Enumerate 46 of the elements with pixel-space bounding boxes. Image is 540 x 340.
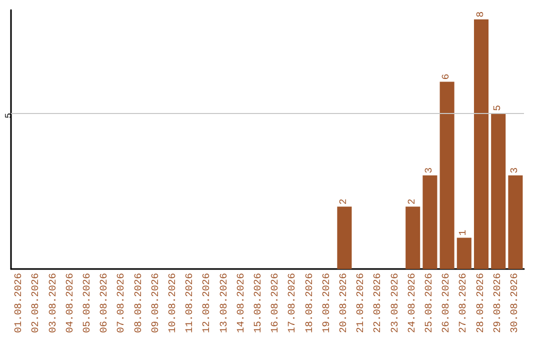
x-tick-label: 26.08.2026 <box>442 273 453 334</box>
x-tick-label: 27.08.2026 <box>458 273 470 334</box>
x-tick-label: 19.08.2026 <box>322 273 333 334</box>
x-tick-label: 05.08.2026 <box>82 273 94 334</box>
x-tick-label: 28.08.2026 <box>476 273 487 334</box>
x-tick-label: 03.08.2026 <box>48 273 60 334</box>
x-tick-label: 13.08.2026 <box>219 273 230 334</box>
x-tick-label: 04.08.2026 <box>65 273 76 334</box>
bar <box>474 19 489 269</box>
bar <box>491 112 506 269</box>
x-tick-label: 15.08.2026 <box>253 273 264 334</box>
bar <box>337 206 352 269</box>
x-tick-label: 06.08.2026 <box>100 273 111 334</box>
data-label: 2 <box>407 198 418 205</box>
x-tick-label: 10.08.2026 <box>168 273 179 334</box>
x-tick-label: 14.08.2026 <box>236 273 248 334</box>
bar <box>422 175 438 269</box>
data-label: 6 <box>442 74 453 80</box>
x-tick-label: 09.08.2026 <box>150 273 162 334</box>
data-label: 3 <box>424 167 436 174</box>
x-tick-label: 20.08.2026 <box>338 273 350 334</box>
x-tick-label: 08.08.2026 <box>134 273 145 334</box>
x-tick-label: 30.08.2026 <box>510 273 521 334</box>
x-tick-label: 23.08.2026 <box>390 273 402 334</box>
x-tick-label: 11.08.2026 <box>185 273 196 334</box>
x-tick-label: 25.08.2026 <box>424 273 436 334</box>
x-tick-label: 02.08.2026 <box>31 273 42 334</box>
x-tick-label: 01.08.2026 <box>14 273 26 334</box>
x-tick-label: 17.08.2026 <box>288 273 299 334</box>
bar <box>440 82 454 269</box>
x-tick-label: 22.08.2026 <box>373 273 384 334</box>
x-tick-label: 18.08.2026 <box>304 273 316 334</box>
bar <box>456 238 472 269</box>
data-label: 1 <box>458 230 470 236</box>
x-tick-label: 12.08.2026 <box>202 273 214 334</box>
bar <box>508 175 523 269</box>
x-tick-label: 16.08.2026 <box>270 273 282 334</box>
bar <box>406 206 420 269</box>
data-label: 2 <box>338 198 350 205</box>
x-tick-label: 29.08.2026 <box>492 273 504 334</box>
data-label: 8 <box>476 11 487 18</box>
x-tick-label: 21.08.2026 <box>356 273 368 334</box>
data-label: 5 <box>492 104 504 111</box>
x-tick-label: 07.08.2026 <box>116 273 128 334</box>
x-tick-label: 24.08.2026 <box>407 273 418 334</box>
data-label: 3 <box>510 167 521 174</box>
